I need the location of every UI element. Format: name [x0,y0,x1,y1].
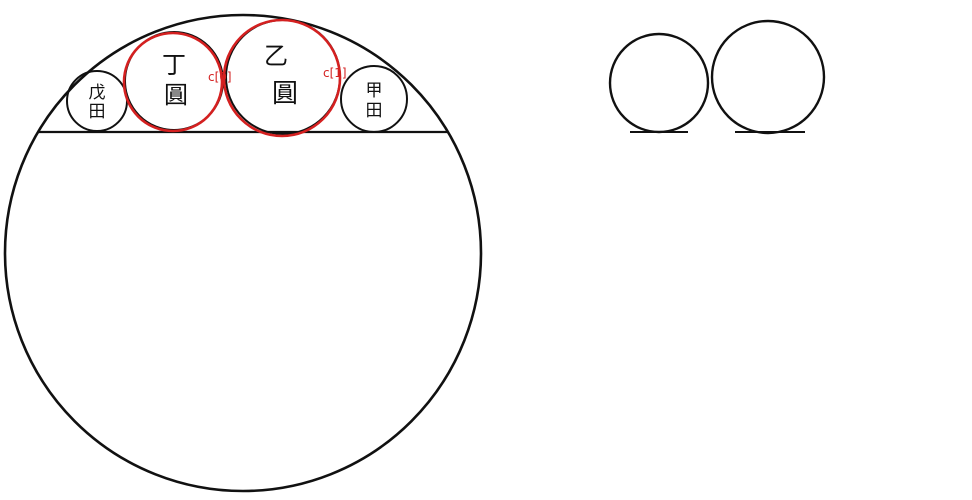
circle-yi-char-2: 圓 [272,79,298,109]
circle-wu-char-2: 田 [89,102,106,122]
circle-ding-char-2: 圓 [164,81,188,109]
highlight-circle-c1 [222,18,342,138]
tangent-circle-left [608,32,710,134]
tangent-circle-right [710,19,826,135]
circle-jia-char-1: 甲 [366,81,383,101]
circle-jia: 甲 田 [340,65,408,133]
large-circle [3,13,483,493]
circle-jia-char-2: 田 [366,101,383,121]
circle-yi-char-1: 乙 [264,42,288,70]
circle-wu-char-1: 戊 [89,83,106,103]
label-c1: c[1] [323,66,347,80]
large-circle-figure [3,13,483,493]
small-circle-jia [340,65,408,133]
tangent-circles-figure [608,19,826,135]
circle-ding-char-1: 丁 [162,51,186,79]
circle-wu: 戊 田 [66,70,128,132]
highlight-group: c[0] c[1] [122,18,347,138]
label-c0: c[0] [208,70,232,84]
highlight-circle-c0 [122,31,224,133]
